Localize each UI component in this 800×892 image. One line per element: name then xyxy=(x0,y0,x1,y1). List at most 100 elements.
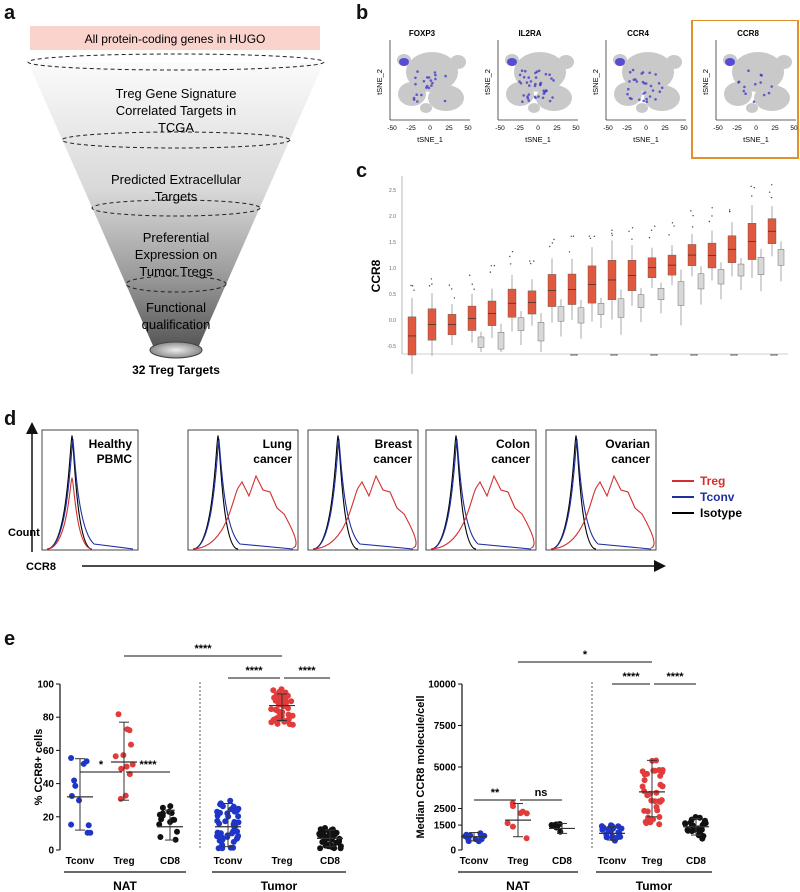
tsne-xtick: 50 xyxy=(572,125,580,132)
tsne-plot-il2ra: IL2RA -50 -25 0 25 50 tSNE_1 tSNE_2 xyxy=(483,29,580,144)
scatter-point xyxy=(231,808,238,815)
boxplot-group: **** xyxy=(727,209,745,360)
boxplot-group xyxy=(707,207,725,300)
histogram-x-label: CCR8 xyxy=(26,561,56,573)
scatter-point xyxy=(465,838,472,845)
scatter-point xyxy=(270,716,277,723)
scatter-point xyxy=(466,832,473,839)
scatter-point xyxy=(123,763,130,770)
scatter-point xyxy=(227,844,234,851)
scatter-point xyxy=(215,845,222,852)
scatter-point xyxy=(68,821,75,828)
scatter-point xyxy=(288,698,295,705)
scatter-point xyxy=(605,826,612,833)
funnel-top-label: All protein-coding genes in HUGO xyxy=(85,32,266,46)
isotype-curve xyxy=(430,434,477,550)
scatter-point xyxy=(613,834,620,841)
tsne-gene-title: CCR8 xyxy=(737,29,759,38)
scatter-point xyxy=(289,721,296,728)
histogram-title: Healthy xyxy=(89,437,133,451)
scatter-group-label: Tumor xyxy=(261,879,298,890)
scatter-point xyxy=(268,706,275,713)
scatter-point xyxy=(270,687,277,694)
significance-label: **** xyxy=(194,643,212,655)
scatter-point xyxy=(523,835,530,842)
tsne-xtick: 0 xyxy=(428,125,432,132)
scatter-ytick: 60 xyxy=(43,746,55,757)
scatter-point xyxy=(702,817,708,824)
scatter-group-5 xyxy=(639,757,666,828)
tsne-xtick: -25 xyxy=(406,125,416,132)
tsne-xtick: -25 xyxy=(622,125,632,132)
scatter-point xyxy=(216,830,223,837)
treg-curve xyxy=(312,474,417,550)
scatter-group-2 xyxy=(504,800,531,842)
histogram-y-label: Count xyxy=(8,527,40,539)
scatter-point xyxy=(600,824,607,831)
scatter-category: Tconv xyxy=(66,856,95,867)
tsne-xtick: 50 xyxy=(464,125,472,132)
scatter-group-label: NAT xyxy=(506,879,530,890)
boxplot-ytick: 1.5 xyxy=(389,240,396,246)
boxplot-group xyxy=(507,250,525,346)
scatter-ytick: 20 xyxy=(43,812,55,823)
scatter-point xyxy=(639,783,646,790)
histogram-title: Breast xyxy=(375,437,412,451)
scatter-point xyxy=(648,797,655,804)
svg-text:Correlated Targets in: Correlated Targets in xyxy=(116,103,236,118)
significance-label: **** xyxy=(139,759,157,771)
scatter-point xyxy=(235,819,242,826)
scatter-point xyxy=(117,795,124,802)
tsne-plot-ccr8: CCR8 -50 -25 0 25 50 tSNE_1 tSNE_2 xyxy=(701,29,798,144)
scatter-group-4 xyxy=(214,797,242,852)
histogram-title: cancer xyxy=(491,452,530,466)
scatter-point xyxy=(272,706,279,713)
scatter-point xyxy=(271,694,278,701)
scatter-point xyxy=(659,767,666,773)
scatter-point xyxy=(317,845,324,852)
tsne-xtick: 50 xyxy=(790,125,798,132)
scatter-category: Tconv xyxy=(214,856,243,867)
scatter-point xyxy=(219,803,226,810)
scatter-point xyxy=(321,827,328,833)
boxplot-ytick: 2.5 xyxy=(389,188,396,194)
svg-text:Tumor Tregs: Tumor Tregs xyxy=(139,264,213,279)
scatter-point xyxy=(642,818,649,825)
scatter-point xyxy=(235,813,242,820)
scatter-category: CD8 xyxy=(320,856,340,867)
scatter-group-3 xyxy=(548,821,575,835)
tsne-xtick: -25 xyxy=(732,125,742,132)
scatter-point xyxy=(172,836,179,843)
scatter-point xyxy=(68,793,75,799)
treg-curve xyxy=(550,474,655,550)
scatter-category: Treg xyxy=(507,856,528,867)
funnel-stage-3: Preferential Expression on Tumor Tregs xyxy=(135,230,217,279)
tsne-gene-title: FOXP3 xyxy=(409,29,436,38)
scatter-point xyxy=(217,809,223,816)
scatter-point xyxy=(126,727,133,734)
treg-curve xyxy=(192,474,297,550)
panel-label-c: c xyxy=(356,160,368,182)
tsne-xtick: 25 xyxy=(661,125,669,132)
significance-label: ns xyxy=(535,787,548,799)
scatter-category: Tconv xyxy=(460,856,489,867)
significance-label: **** xyxy=(622,671,640,683)
significance-label: ** xyxy=(491,787,500,799)
scatter-group-label: Tumor xyxy=(636,879,673,890)
scatter-point xyxy=(230,803,237,810)
isotype-curve xyxy=(550,434,597,550)
svg-text:Expression on: Expression on xyxy=(135,247,217,262)
tsne-plot-ccr4: CCR4 -50 -25 0 25 50 tSNE_1 tSNE_2 xyxy=(591,29,688,144)
scatter-point xyxy=(224,832,231,839)
tsne-xtick: -50 xyxy=(387,125,397,132)
scatter-category: Treg xyxy=(641,856,662,867)
histogram-title: cancer xyxy=(253,452,292,466)
boxplot-ytick: -0.5 xyxy=(387,344,396,350)
boxplot-group: **** xyxy=(607,229,625,360)
scatter-point xyxy=(289,712,296,719)
scatter-point xyxy=(214,817,221,824)
funnel-top-box xyxy=(30,26,320,50)
tsne-xtick: 50 xyxy=(680,125,688,132)
